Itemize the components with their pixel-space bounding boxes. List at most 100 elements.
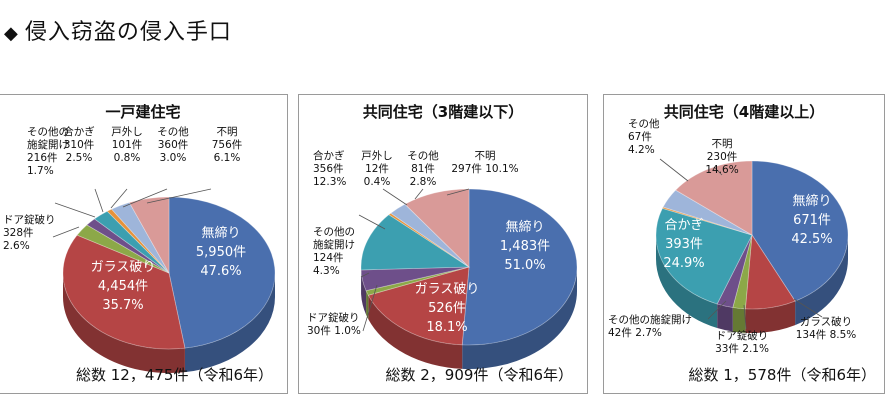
panel-total: 総数 2，909件（令和6年） <box>385 366 574 384</box>
slice-label-duplicate-key-line-2: 12.3% <box>313 176 346 188</box>
slice-label-unlocked-count: 5,950件 <box>196 245 246 260</box>
pie-slice-door-removal <box>388 212 470 268</box>
pie-side-other-lock-opening <box>717 303 733 332</box>
leader-line-duplicate-key <box>358 214 386 230</box>
pie-side-unlocked <box>184 273 275 373</box>
leader-line-other-lock-opening <box>360 272 370 278</box>
slice-label-glass-breaking-line-0: ガラス破り <box>800 315 852 328</box>
pie-panel-apartment-high: 無締り 671件 42.5% ガラス破り 134件 8.5% ドア錠破り 33件 2.1% そ… <box>603 94 885 394</box>
slice-label-other-line-0: その他 <box>628 117 660 130</box>
panel-total: 総数 12，475件（令和6年） <box>75 366 273 384</box>
pie-side-glass-breaking <box>745 301 796 333</box>
slice-label-other-lock-opening-line-1: 施錠開け <box>27 138 69 151</box>
pie-slice-unknown <box>675 160 753 236</box>
slice-label-unlocked-name: 無締り <box>201 225 240 241</box>
slice-label-door-removal-line-1: 101件 <box>112 139 143 151</box>
slice-label-duplicate-key-line-2: 2.5% <box>66 152 93 164</box>
leader-line-door-lock-breaking <box>52 226 80 238</box>
slice-label-door-lock-breaking-line-0: ドア錠破り <box>3 213 56 226</box>
diamond-bullet-icon: ◆ <box>4 23 19 44</box>
slice-label-duplicate-key-count: 393件 <box>665 237 703 252</box>
pie-slice-door-removal <box>106 208 170 274</box>
slice-label-duplicate-key-line-0: 合かぎ <box>313 149 345 162</box>
pie-slices <box>655 160 849 310</box>
pie-slice-duplicate-key <box>93 210 170 274</box>
slice-label-other-line-2: 4.2% <box>628 144 655 156</box>
slice-label-unlocked-name: 無締り <box>792 193 831 209</box>
slice-label-glass-breaking-name: ガラス破り <box>415 282 480 297</box>
slice-label-unknown-line-0: 不明 <box>217 126 238 138</box>
slice-label-other-lock-opening-line-0: その他の施錠開け <box>608 313 692 326</box>
pie-side-duplicate-key <box>656 235 718 328</box>
pie-slice-duplicate-key <box>360 214 471 271</box>
slice-label-other-lock-opening-line-1: 施錠開け <box>313 238 355 251</box>
slice-label-other-lock-opening-line-0: その他の <box>27 125 69 138</box>
pie-slice-other <box>662 189 753 236</box>
slice-label-other-lock-opening-line-0: その他の <box>313 225 355 238</box>
leader-line-glass-breaking <box>793 298 823 318</box>
pie-slice-door-lock-breaking <box>365 266 470 296</box>
pie-slices <box>62 196 276 350</box>
pie-slice-other-lock-opening <box>360 266 470 292</box>
slice-label-door-lock-breaking-line-1: 328件 <box>3 227 34 239</box>
pie-side-glass-breaking <box>368 295 463 369</box>
leader-line-other <box>414 188 424 200</box>
pie-slice-door-lock-breaking <box>76 224 170 274</box>
pie-slice-other-lock-opening <box>86 218 170 274</box>
pie-slice-unknown <box>128 196 170 275</box>
pie-side-glass-breaking <box>63 273 185 374</box>
pie-slice-glass-breaking <box>744 233 796 310</box>
leader-line-door-lock-breaking <box>743 304 747 330</box>
pie-labels: 無締り5,950件47.6%ガラス破り4,454件35.7%ドア錠破り328件2… <box>3 125 246 313</box>
slice-label-door-removal-line-0: 戸外し <box>111 126 143 138</box>
slice-label-unlocked-percent: 51.0% <box>504 258 545 273</box>
slice-label-glass-breaking-name: ガラス破り <box>91 260 156 275</box>
pie-side-door-lock-breaking <box>732 307 746 333</box>
slice-label-unlocked-percent: 42.5% <box>791 232 832 247</box>
pie-side-other-lock-opening <box>361 269 367 315</box>
pie-slice-duplicate-key <box>655 207 753 305</box>
slice-label-duplicate-key-percent: 24.9% <box>663 256 704 271</box>
leader-line-duplicate-key <box>94 188 104 213</box>
slice-label-unknown-line-1: 297件 10.1% <box>451 163 518 175</box>
page-title-text: 侵入窃盗の侵入手口 <box>24 20 232 45</box>
slice-label-glass-breaking-line-1: 134件 8.5% <box>796 329 857 341</box>
slice-label-other-line-0: その他 <box>407 149 439 162</box>
pie-panel-apartment-low: 無締り 1,483件 51.0% ガラス破り 526件 18.1% ドア錠破り 30件 1.0… <box>298 94 588 394</box>
slice-label-other-line-1: 67件 <box>628 131 652 143</box>
slice-label-duplicate-key-name: 合かぎ <box>664 218 703 233</box>
pie-side-unlocked <box>462 267 577 370</box>
leader-line-other <box>659 158 689 182</box>
page-title: ◆ 侵入窃盗の侵入手口 <box>4 14 232 46</box>
panel-title: 共同住宅（3階建以下） <box>362 103 524 121</box>
slice-label-unknown-line-0: 不明 <box>475 150 496 162</box>
slice-label-other-line-1: 360件 <box>158 139 189 151</box>
slice-label-door-lock-breaking-line-0: ドア錠破り <box>716 329 769 342</box>
panel-title: 一戸建住宅 <box>105 103 181 121</box>
pie-depth <box>63 273 275 374</box>
pie-side-unlocked <box>795 235 848 326</box>
slice-label-unknown-line-2: 6.1% <box>214 152 241 164</box>
slice-label-duplicate-key-line-1: 310件 <box>64 139 95 151</box>
pie-slice-other <box>390 203 470 268</box>
pie-slices <box>360 188 578 346</box>
slice-label-other-lock-opening-line-2: 216件 <box>27 152 58 164</box>
slice-label-unlocked-count: 1,483件 <box>500 239 550 254</box>
slice-label-other-line-2: 2.8% <box>410 176 437 188</box>
slice-label-other-lock-opening-line-3: 1.7% <box>27 165 54 177</box>
slice-label-door-lock-breaking-line-1: 30件 1.0% <box>307 325 361 337</box>
pie-side-door-lock-breaking <box>366 290 369 320</box>
slice-label-glass-breaking-percent: 18.1% <box>426 320 467 335</box>
slice-label-other-line-1: 81件 <box>411 163 435 175</box>
slice-label-unlocked-name: 無締り <box>505 219 544 235</box>
slice-label-other-line-2: 3.0% <box>160 152 187 164</box>
pie-chart-detached-house: 無締り5,950件47.6%ガラス破り4,454件35.7%ドア錠破り328件2… <box>3 125 276 374</box>
pie-slice-unlocked <box>461 188 578 346</box>
slice-label-glass-breaking-percent: 35.7% <box>102 298 143 313</box>
slice-label-other-line-0: その他 <box>157 125 189 138</box>
slice-label-other-lock-opening-line-2: 124件 <box>313 252 344 264</box>
slice-label-unlocked-percent: 47.6% <box>200 264 241 279</box>
